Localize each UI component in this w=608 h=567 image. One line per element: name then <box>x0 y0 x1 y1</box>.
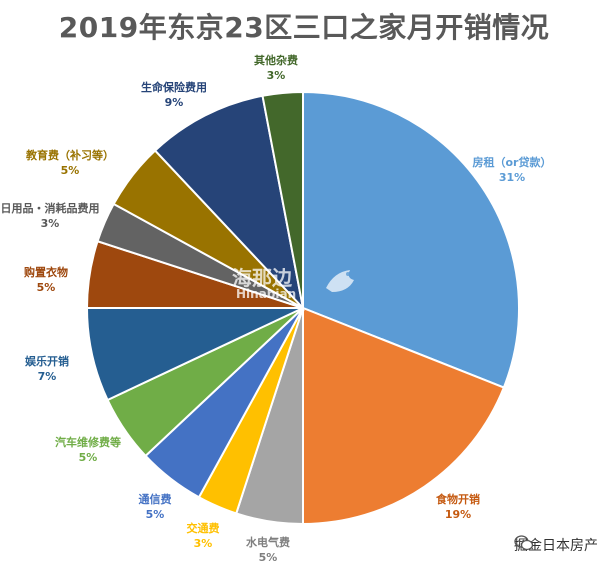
slice-label: 生命保险费用 <box>141 80 207 94</box>
slice-percent-label: 31% <box>499 171 525 184</box>
wechat-icon <box>514 535 534 551</box>
pie-slice <box>302 306 506 526</box>
slice-label: 娱乐开销 <box>25 354 69 368</box>
slice-percent-label: 3% <box>41 217 60 230</box>
slice-label: 汽车维修费等 <box>55 435 121 449</box>
slice-percent-label: 19% <box>445 508 471 521</box>
slice-percent-label: 5% <box>37 281 56 294</box>
slice-label: 购置衣物 <box>24 265 68 279</box>
slice-percent-label: 3% <box>267 69 286 82</box>
pie-slice <box>261 90 304 309</box>
slice-label: 交通费 <box>187 521 220 535</box>
slice-percent-label: 3% <box>194 537 213 550</box>
slice-label: 食物开销 <box>436 492 480 506</box>
footer: 掘金日本房产 <box>514 535 598 555</box>
slice-label: 房租（or贷款） <box>473 155 552 169</box>
slice-percent-label: 5% <box>259 551 278 564</box>
watermark-bird-icon <box>326 270 354 292</box>
chart-title: 2019年东京23区三口之家月开销情况 <box>58 11 550 44</box>
slice-label: 水电气费 <box>246 535 290 549</box>
pie-slice <box>302 90 520 389</box>
footer-text: 掘金日本房产 <box>514 538 598 554</box>
slice-label: 通信费 <box>139 492 172 506</box>
slice-percent-label: 9% <box>165 96 184 109</box>
pie-slice <box>153 94 305 312</box>
watermark-subtext: Hinabian <box>236 287 297 301</box>
slice-percent-label: 5% <box>79 451 98 464</box>
slice-percent-label: 5% <box>146 508 165 521</box>
slice-label: 其他杂费 <box>254 53 298 67</box>
slice-label: 教育费（补习等） <box>25 148 114 162</box>
slice-percent-label: 7% <box>38 370 57 383</box>
slice-label: 日用品・消耗品费用 <box>1 201 100 215</box>
slice-percent-label: 5% <box>61 164 80 177</box>
watermark-text: 海那边 <box>232 266 292 290</box>
